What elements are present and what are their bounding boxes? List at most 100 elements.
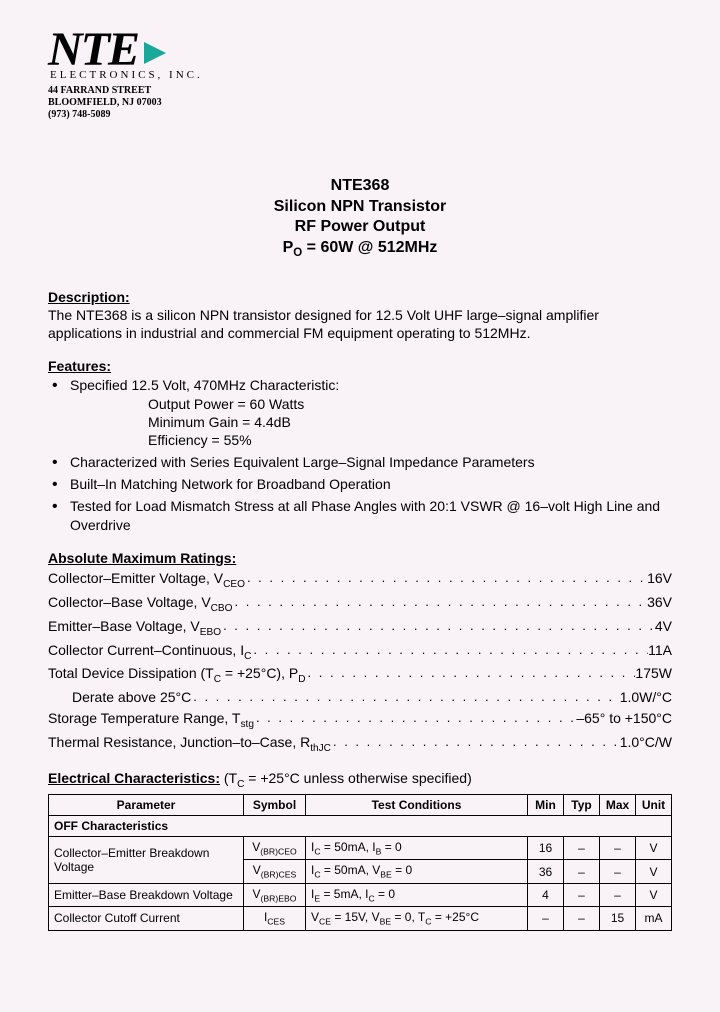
min-cell: – — [528, 907, 564, 930]
rating-value: 11A — [648, 640, 672, 664]
rating-label: Collector–Emitter Voltage, VCEO — [48, 568, 245, 592]
max-cell: – — [600, 860, 636, 883]
unit-cell: V — [636, 836, 672, 859]
feature-item: Specified 12.5 Volt, 470MHz Characterist… — [48, 376, 672, 449]
typ-cell: – — [564, 907, 600, 930]
company-phone: (973) 748-5089 — [48, 109, 672, 121]
min-cell: 4 — [528, 883, 564, 906]
document-title: NTE368 Silicon NPN Transistor RF Power O… — [48, 176, 672, 262]
rating-dots — [221, 616, 655, 640]
rating-dots — [251, 640, 648, 664]
condition-cell: IC = 50mA, VBE = 0 — [306, 860, 528, 883]
rating-dots — [331, 732, 620, 756]
electrical-table: ParameterSymbolTest ConditionsMinTypMaxU… — [48, 794, 672, 931]
typ-cell: – — [564, 883, 600, 906]
table-row: Emitter–Base Breakdown VoltageV(BR)EBOIE… — [49, 883, 672, 906]
description-heading: Description: — [48, 289, 672, 305]
condition-cell: IC = 50mA, IB = 0 — [306, 836, 528, 859]
table-header-cell: Max — [600, 794, 636, 815]
company-logo: NTE — [48, 30, 672, 71]
param-cell: Emitter–Base Breakdown Voltage — [49, 883, 244, 906]
company-header: NTE ELECTRONICS, INC. 44 FARRAND STREET … — [48, 30, 672, 121]
rating-label: Collector Current–Continuous, IC — [48, 640, 251, 664]
address-line1: 44 FARRAND STREET — [48, 85, 672, 97]
rating-label: Collector–Base Voltage, VCBO — [48, 592, 233, 616]
table-header-cell: Min — [528, 794, 564, 815]
feature-item: Tested for Load Mismatch Stress at all P… — [48, 497, 672, 533]
address-line2: BLOOMFIELD, NJ 07003 — [48, 97, 672, 109]
title-part-number: NTE368 — [48, 176, 672, 197]
logo-text: NTE — [48, 30, 138, 71]
rating-value: 4V — [655, 616, 672, 640]
table-header-cell: Unit — [636, 794, 672, 815]
rating-dots — [254, 708, 576, 732]
rating-row: Total Device Dissipation (TC = +25°C), P… — [48, 663, 672, 687]
symbol-cell: V(BR)EBO — [244, 883, 306, 906]
min-cell: 36 — [528, 860, 564, 883]
rating-row: Collector Current–Continuous, IC 11A — [48, 640, 672, 664]
logo-arrow-icon — [144, 42, 166, 64]
typ-cell: – — [564, 860, 600, 883]
param-cell: Collector–Emitter Breakdown Voltage — [49, 836, 244, 883]
rating-value: 16V — [647, 568, 672, 592]
electrical-section: Electrical Characteristics: (TC = +25°C … — [48, 770, 672, 930]
table-header-cell: Symbol — [244, 794, 306, 815]
description-section: Description: The NTE368 is a silicon NPN… — [48, 289, 672, 342]
company-address: 44 FARRAND STREET BLOOMFIELD, NJ 07003 (… — [48, 85, 672, 121]
table-section-row: OFF Characteristics — [49, 815, 672, 836]
logo-subline: ELECTRONICS, INC. — [50, 69, 672, 81]
table-body: OFF CharacteristicsCollector–Emitter Bre… — [49, 815, 672, 930]
rating-value: 175W — [635, 663, 672, 687]
rating-dots — [245, 568, 647, 592]
rating-dots — [306, 663, 636, 687]
electrical-heading: Electrical Characteristics: (TC = +25°C … — [48, 770, 672, 790]
features-heading: Features: — [48, 358, 672, 374]
condition-cell: IE = 5mA, IC = 0 — [306, 883, 528, 906]
rating-value: 1.0°C/W — [620, 732, 672, 756]
table-header-cell: Parameter — [49, 794, 244, 815]
rating-value: 1.0W/°C — [620, 687, 672, 708]
rating-row: Derate above 25°C 1.0W/°C — [48, 687, 672, 708]
title-type: Silicon NPN Transistor — [48, 197, 672, 218]
rating-value: –65° to +150°C — [576, 708, 672, 732]
table-row: Collector Cutoff CurrentICESVCE = 15V, V… — [49, 907, 672, 930]
table-header-cell: Typ — [564, 794, 600, 815]
rating-row: Thermal Resistance, Junction–to–Case, Rt… — [48, 732, 672, 756]
rating-label: Emitter–Base Voltage, VEBO — [48, 616, 221, 640]
rating-row: Collector–Base Voltage, VCBO 36V — [48, 592, 672, 616]
description-text: The NTE368 is a silicon NPN transistor d… — [48, 307, 672, 342]
condition-cell: VCE = 15V, VBE = 0, TC = +25°C — [306, 907, 528, 930]
symbol-cell: ICES — [244, 907, 306, 930]
max-cell: 15 — [600, 907, 636, 930]
unit-cell: mA — [636, 907, 672, 930]
unit-cell: V — [636, 860, 672, 883]
title-function: RF Power Output — [48, 217, 672, 238]
table-header-row: ParameterSymbolTest ConditionsMinTypMaxU… — [49, 794, 672, 815]
features-section: Features: Specified 12.5 Volt, 470MHz Ch… — [48, 358, 672, 534]
ratings-list: Collector–Emitter Voltage, VCEO16VCollec… — [48, 568, 672, 756]
rating-row: Collector–Emitter Voltage, VCEO 16V — [48, 568, 672, 592]
feature-item: Built–In Matching Network for Broadband … — [48, 475, 672, 493]
rating-dots — [233, 592, 648, 616]
feature-item: Characterized with Series Equivalent Lar… — [48, 453, 672, 471]
rating-label: Derate above 25°C — [72, 687, 191, 708]
rating-row: Storage Temperature Range, Tstg –65° to +… — [48, 708, 672, 732]
rating-label: Total Device Dissipation (TC = +25°C), P… — [48, 663, 306, 687]
rating-label: Storage Temperature Range, Tstg — [48, 708, 254, 732]
ratings-heading: Absolute Maximum Ratings: — [48, 550, 672, 566]
rating-value: 36V — [647, 592, 672, 616]
min-cell: 16 — [528, 836, 564, 859]
electrical-condition: (TC = +25°C unless otherwise specified) — [220, 770, 472, 786]
param-cell: Collector Cutoff Current — [49, 907, 244, 930]
rating-row: Emitter–Base Voltage, VEBO 4V — [48, 616, 672, 640]
unit-cell: V — [636, 883, 672, 906]
max-cell: – — [600, 883, 636, 906]
feature-subspecs: Output Power = 60 WattsMinimum Gain = 4.… — [70, 395, 672, 450]
table-row: Collector–Emitter Breakdown VoltageV(BR)… — [49, 836, 672, 859]
ratings-section: Absolute Maximum Ratings: Collector–Emit… — [48, 550, 672, 756]
max-cell: – — [600, 836, 636, 859]
symbol-cell: V(BR)CES — [244, 860, 306, 883]
table-header-cell: Test Conditions — [306, 794, 528, 815]
features-list: Specified 12.5 Volt, 470MHz Characterist… — [48, 376, 672, 534]
symbol-cell: V(BR)CEO — [244, 836, 306, 859]
